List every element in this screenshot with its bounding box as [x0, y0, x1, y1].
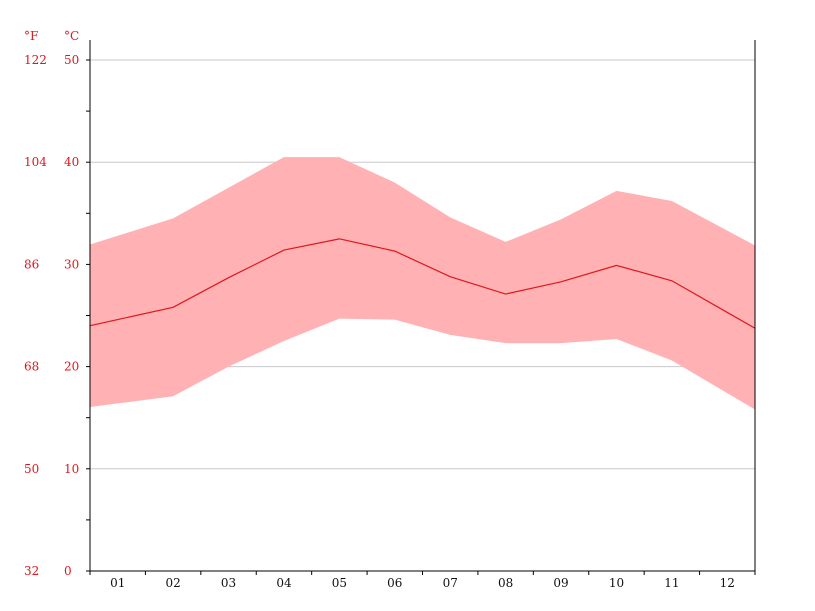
fahrenheit-tick-label: 50 [24, 462, 39, 476]
y-tick-labels: 0 32 10 50 20 68 30 86 40 104 50 122 [24, 53, 79, 578]
axes [86, 40, 756, 575]
mean-temperature-line [89, 238, 756, 329]
month-tick-label: 03 [221, 576, 236, 590]
month-tick-label: 02 [165, 576, 180, 590]
celsius-tick-label: 50 [64, 53, 79, 67]
month-tick-label: 10 [609, 576, 624, 590]
fahrenheit-tick-label: 122 [24, 53, 47, 67]
month-tick-label: 09 [553, 576, 568, 590]
fahrenheit-tick-label: 32 [24, 564, 39, 578]
fahrenheit-tick-label: 104 [24, 155, 47, 169]
temperature-range-band [90, 157, 755, 410]
month-tick-label: 05 [332, 576, 347, 590]
celsius-tick-label: 10 [64, 462, 79, 476]
fahrenheit-tick-label: 68 [24, 360, 39, 374]
fahrenheit-tick-label: 86 [24, 257, 39, 271]
month-tick-label: 01 [110, 576, 125, 590]
celsius-tick-label: 40 [64, 155, 79, 169]
month-tick-label: 07 [443, 576, 458, 590]
celsius-tick-label: 30 [64, 257, 79, 271]
x-tick-labels: 01 02 03 04 05 06 07 08 09 10 11 12 [110, 576, 735, 590]
month-tick-label: 04 [276, 576, 292, 590]
month-tick-label: 12 [720, 576, 735, 590]
fahrenheit-unit-label: °F [24, 29, 38, 43]
celsius-unit-label: °C [64, 29, 79, 43]
celsius-tick-label: 20 [64, 360, 79, 374]
month-tick-label: 08 [498, 576, 513, 590]
month-tick-label: 11 [664, 576, 679, 590]
month-tick-label: 06 [387, 576, 402, 590]
celsius-tick-label: 0 [64, 564, 72, 578]
